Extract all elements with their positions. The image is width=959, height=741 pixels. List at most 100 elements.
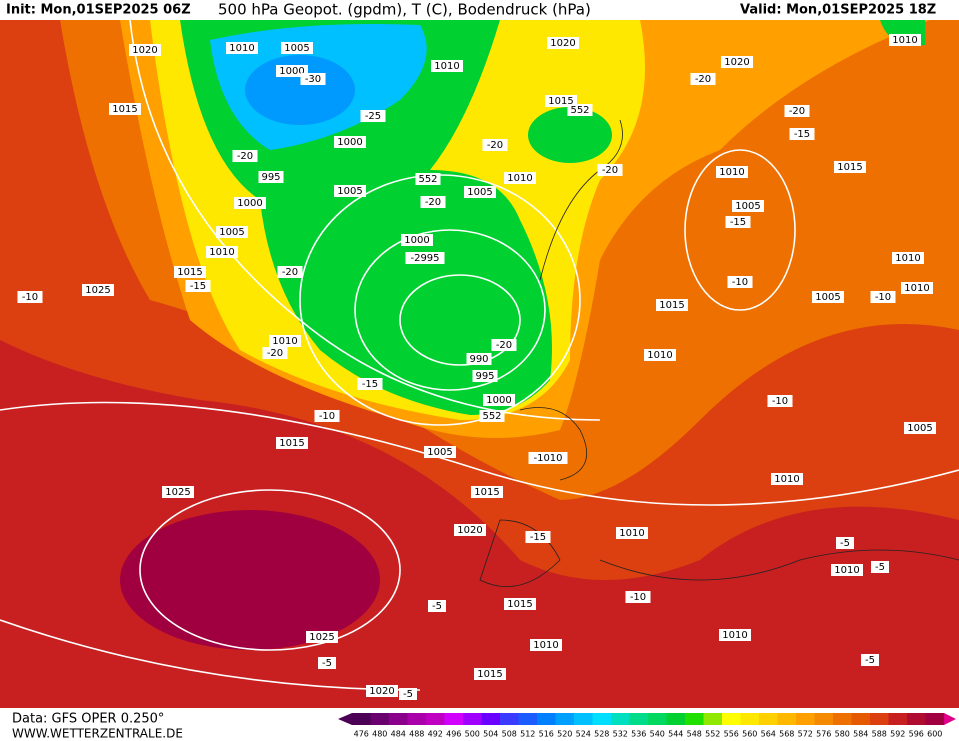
contour-label: -5 xyxy=(403,689,413,700)
contour-label: 1010 xyxy=(834,565,859,576)
contour-label: 995 xyxy=(261,172,280,183)
contour-label: -10 xyxy=(630,592,646,603)
contour-label: 1010 xyxy=(647,350,672,361)
contour-label: 1015 xyxy=(659,300,684,311)
label-box xyxy=(716,166,748,178)
colorbar-label: 532 xyxy=(613,730,628,739)
colorbar-swatch xyxy=(574,713,593,725)
contour-label: -15 xyxy=(794,129,810,140)
contour-label: 1010 xyxy=(722,630,747,641)
contour-label: -2995 xyxy=(410,253,439,264)
isobars xyxy=(0,19,959,691)
label-box xyxy=(483,394,515,406)
colorbar-label: 592 xyxy=(890,730,905,739)
contour-label: 1005 xyxy=(284,43,309,54)
label-box xyxy=(314,410,340,422)
contour-label: -10 xyxy=(772,396,788,407)
colorbar-swatch xyxy=(555,713,575,725)
contour-label: 1015 xyxy=(548,96,573,107)
contour-label: 1020 xyxy=(457,525,482,536)
label-box xyxy=(530,639,562,651)
label-box xyxy=(360,110,386,122)
contour-label: 1015 xyxy=(177,267,202,278)
label-box xyxy=(597,164,623,176)
contour-label: -15 xyxy=(190,281,206,292)
colorbar-label: 568 xyxy=(779,730,794,739)
label-box xyxy=(357,378,383,390)
label-box xyxy=(812,291,844,303)
label-box xyxy=(616,527,648,539)
contour-label: 1010 xyxy=(774,474,799,485)
label-box xyxy=(129,44,161,56)
contour-label: -15 xyxy=(530,532,546,543)
label-box xyxy=(732,200,764,212)
label-box xyxy=(831,564,863,576)
label-box xyxy=(834,161,866,173)
contour-label: 552 xyxy=(418,174,437,185)
contour-label: 1005 xyxy=(427,447,452,458)
contour-label: -20 xyxy=(267,348,283,359)
contour-label: 1005 xyxy=(735,201,760,212)
contour-label: 1010 xyxy=(533,640,558,651)
label-box xyxy=(334,185,366,197)
label-box xyxy=(17,291,43,303)
contour-label: 1010 xyxy=(719,167,744,178)
colorbar-swatch xyxy=(592,713,612,725)
contour-label: -10 xyxy=(875,292,891,303)
label-box xyxy=(767,395,793,407)
contour-label: 1015 xyxy=(477,669,502,680)
init-time: Init: Mon,01SEP2025 06Z xyxy=(6,3,191,18)
contour-label: 1020 xyxy=(132,45,157,56)
label-box xyxy=(771,473,803,485)
contour-label: -30 xyxy=(305,74,321,85)
label-box xyxy=(318,657,336,669)
colorbar-low-arrow xyxy=(338,713,352,725)
colorbar-label: 496 xyxy=(446,730,461,739)
label-box xyxy=(471,486,503,498)
colorbar-swatch xyxy=(648,713,667,725)
label-box xyxy=(504,598,536,610)
colorbar-label: 524 xyxy=(576,730,591,739)
contour-label: -10 xyxy=(732,277,748,288)
contour-label: 552 xyxy=(482,411,501,422)
contour-label: -5 xyxy=(840,538,850,549)
label-box xyxy=(262,347,288,359)
site-url: WWW.WETTERZENTRALE.DE xyxy=(12,727,183,741)
label-box xyxy=(525,531,551,543)
contour-label: 995 xyxy=(475,371,494,382)
label-box xyxy=(690,73,716,85)
label-box xyxy=(109,103,141,115)
map-labels: 1020 1010 1005 1000 -30 1010 1020 1010 -20 1020 10… xyxy=(17,34,936,700)
label-box xyxy=(474,668,506,680)
label-box xyxy=(727,276,753,288)
contour-label: -20 xyxy=(496,340,512,351)
colorbar-swatch xyxy=(666,713,686,725)
label-box xyxy=(725,216,751,228)
contour-label: 1015 xyxy=(112,104,137,115)
field-cell xyxy=(528,107,612,163)
colorbar-swatch xyxy=(389,713,408,725)
label-box xyxy=(491,339,517,351)
data-source: Data: GFS OPER 0.250° xyxy=(12,712,164,727)
contour-label: 552 xyxy=(570,105,589,116)
label-box xyxy=(892,252,924,264)
label-box xyxy=(174,266,206,278)
colorbar-swatch xyxy=(796,713,815,725)
colorbar-label: 548 xyxy=(687,730,702,739)
colorbar-swatch xyxy=(481,713,501,725)
contour-label: -20 xyxy=(789,106,805,117)
contour-label: 1000 xyxy=(237,198,262,209)
colorbar-label: 484 xyxy=(391,730,406,739)
colorbar-label: 556 xyxy=(724,730,739,739)
contour-label: -5 xyxy=(322,658,332,669)
map-title: 500 hPa Geopot. (gpdm), T (C), Bodendruc… xyxy=(218,1,591,19)
label-box xyxy=(277,266,303,278)
label-box xyxy=(306,631,338,643)
contour-label: 1020 xyxy=(550,38,575,49)
colorbar-label: 504 xyxy=(483,730,498,739)
label-box xyxy=(836,537,854,549)
label-box xyxy=(281,42,313,54)
label-box xyxy=(567,104,593,116)
contour-label: -25 xyxy=(365,111,381,122)
